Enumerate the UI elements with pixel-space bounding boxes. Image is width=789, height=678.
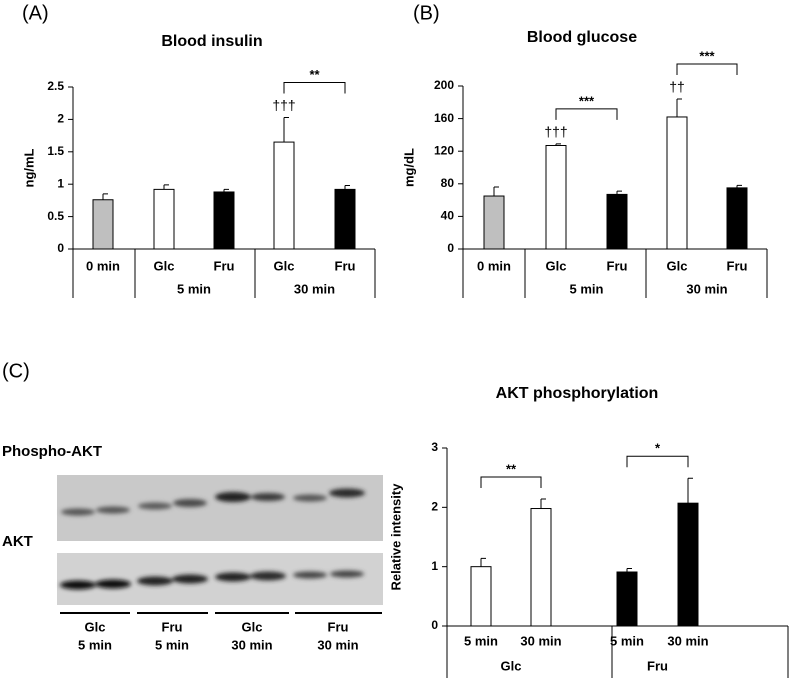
bar <box>273 141 295 250</box>
annotation: †† <box>669 79 685 95</box>
x-tick-label: Glc <box>154 258 175 273</box>
y-tick-label: 1.5 <box>47 144 64 158</box>
significance-bracket <box>480 476 542 489</box>
y-tick-label: 2.5 <box>47 79 64 93</box>
y-axis-label: Relative intensity <box>388 483 403 591</box>
y-tick-label: 1 <box>57 176 64 190</box>
y-tick-label: 80 <box>441 176 455 190</box>
bar <box>666 116 688 250</box>
significance-label: ** <box>506 461 517 476</box>
bar <box>470 566 492 627</box>
x-tick-label: Glc <box>667 258 688 273</box>
significance-bracket <box>676 63 738 76</box>
x-tick-label: Fru <box>335 258 356 273</box>
bar <box>92 199 114 250</box>
bar <box>545 144 567 250</box>
panel-label: (A) <box>22 2 49 24</box>
y-tick-label: 200 <box>434 78 454 92</box>
error-bar <box>676 98 682 117</box>
chart-title: Blood glucose <box>527 29 637 46</box>
panel-label: (B) <box>413 2 440 24</box>
bar <box>153 188 175 250</box>
lane-label: 30 min <box>231 637 272 652</box>
error-bar <box>540 498 546 509</box>
y-tick-label: 2 <box>431 500 438 514</box>
group-label: Glc <box>501 658 522 673</box>
lane-label: Fru <box>162 619 183 634</box>
error-bar <box>102 193 108 200</box>
error-bar <box>283 116 289 143</box>
bar <box>483 195 505 250</box>
x-tick-label: Fru <box>214 258 235 273</box>
significance-label: *** <box>699 48 715 63</box>
significance-bracket <box>626 455 689 468</box>
bar <box>606 193 628 250</box>
y-tick-label: 160 <box>434 111 454 125</box>
panel-label: (C) <box>2 360 30 382</box>
bar <box>334 188 356 250</box>
error-bar <box>223 188 229 192</box>
x-tick-label: Fru <box>607 258 628 273</box>
x-tick-label: 30 min <box>667 633 708 648</box>
blot-label: Phospho-AKT <box>2 443 102 460</box>
error-bar <box>344 184 350 190</box>
blot-label: AKT <box>2 533 33 550</box>
lane-label: Glc <box>242 619 263 634</box>
y-tick-label: 1 <box>431 559 438 573</box>
lane-label: 5 min <box>78 637 112 652</box>
x-tick-label: 0 min <box>86 258 120 273</box>
lane-label: Fru <box>328 619 349 634</box>
error-bar <box>555 143 561 146</box>
annotation: ††† <box>544 124 567 140</box>
y-axis-label: mg/dL <box>401 148 416 187</box>
y-tick-label: 0 <box>447 241 454 255</box>
bar <box>726 187 748 250</box>
group-label: 5 min <box>570 281 604 296</box>
group-label: 30 min <box>294 281 335 296</box>
y-tick-label: 120 <box>434 143 454 157</box>
lane-label: Glc <box>85 619 106 634</box>
significance-bracket <box>555 108 618 120</box>
x-tick-label: Glc <box>274 258 295 273</box>
x-tick-label: Glc <box>546 258 567 273</box>
lane-label: 5 min <box>155 637 189 652</box>
group-label: Fru <box>647 658 668 673</box>
x-tick-label: 30 min <box>520 633 561 648</box>
y-tick-label: 2 <box>57 112 64 126</box>
chart-title: AKT phosphorylation <box>496 385 659 402</box>
x-tick-label: 5 min <box>610 633 644 648</box>
group-label: 30 min <box>686 281 727 296</box>
error-bar <box>616 190 622 195</box>
y-tick-label: 0.5 <box>47 209 64 223</box>
error-bar <box>687 477 693 504</box>
significance-label: * <box>655 441 661 456</box>
chart-title: Blood insulin <box>161 33 262 50</box>
bar <box>213 191 235 250</box>
y-tick-label: 40 <box>441 209 455 223</box>
x-tick-label: Fru <box>727 258 748 273</box>
x-tick-label: 5 min <box>464 633 498 648</box>
y-tick-label: 0 <box>57 241 64 255</box>
x-tick-label: 0 min <box>477 258 511 273</box>
bar <box>677 502 699 627</box>
error-bar <box>163 184 169 190</box>
significance-label: *** <box>579 93 595 108</box>
y-tick-label: 0 <box>431 618 438 632</box>
significance-bracket <box>283 81 346 94</box>
error-bar <box>626 567 632 573</box>
y-axis-label: ng/mL <box>21 148 36 187</box>
bar <box>530 508 552 627</box>
y-tick-label: 3 <box>431 440 438 454</box>
error-bar <box>736 184 742 188</box>
annotation: ††† <box>272 97 295 113</box>
lane-label: 30 min <box>317 637 358 652</box>
significance-label: ** <box>309 67 320 82</box>
error-bar <box>480 557 486 567</box>
group-label: 5 min <box>177 281 211 296</box>
bar <box>616 571 638 627</box>
error-bar <box>493 186 499 197</box>
blot-image <box>57 475 383 605</box>
